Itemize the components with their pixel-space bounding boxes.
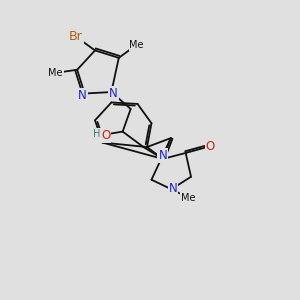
- Text: N: N: [110, 87, 118, 100]
- Text: O: O: [101, 129, 110, 142]
- Text: Me: Me: [48, 68, 63, 78]
- Text: O: O: [206, 140, 215, 153]
- Text: H: H: [93, 129, 100, 139]
- Text: N: N: [78, 89, 87, 102]
- Text: Me: Me: [129, 40, 144, 50]
- Text: N: N: [158, 149, 167, 162]
- Text: Br: Br: [69, 30, 82, 43]
- Text: N: N: [169, 182, 177, 195]
- Text: Me: Me: [181, 193, 195, 202]
